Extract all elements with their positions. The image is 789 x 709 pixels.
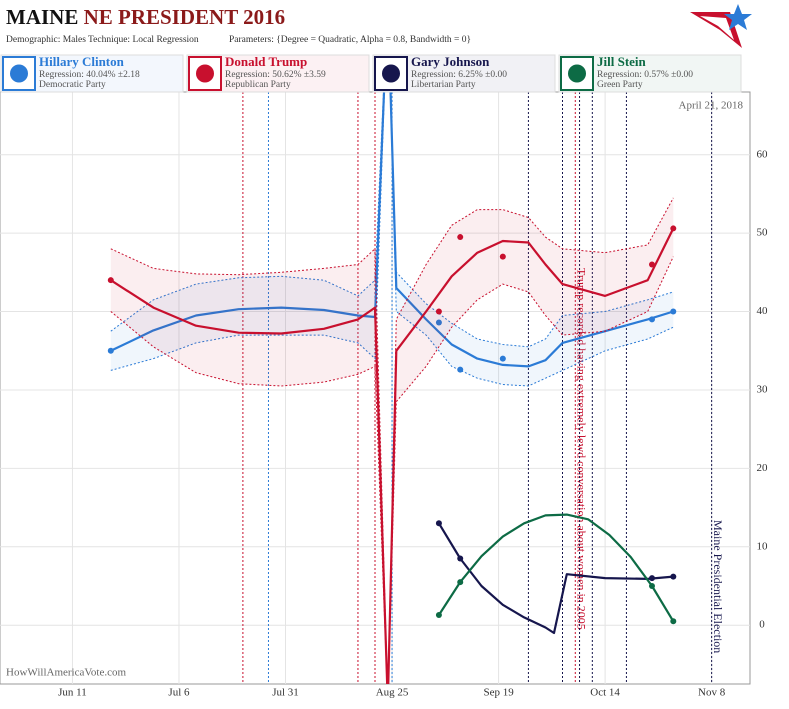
legend-icon xyxy=(2,56,36,91)
x-tick-label: Jun 11 xyxy=(58,687,87,699)
plot-area: Trump recorded having extremely lewd con… xyxy=(107,92,725,684)
y-tick-label: 30 xyxy=(757,383,769,395)
title-state: MAINE xyxy=(6,5,78,29)
legend-name: Donald Trump xyxy=(225,54,307,69)
poll-point xyxy=(457,234,464,241)
regression-line xyxy=(437,513,675,622)
confidence-band xyxy=(110,92,674,386)
regression-line xyxy=(437,522,674,635)
legend-summary: Regression: 6.25% ±0.00 xyxy=(411,70,507,80)
poll-point xyxy=(648,575,655,582)
y-tick-label: 60 xyxy=(757,148,769,160)
legend-summary: Regression: 40.04% ±2.18 xyxy=(39,70,140,80)
poll-point xyxy=(457,579,464,586)
band-lower xyxy=(110,92,674,387)
x-tick-label: Jul 31 xyxy=(272,687,299,699)
x-tick-label: Sep 19 xyxy=(483,687,514,699)
y-tick-label: 50 xyxy=(757,227,769,239)
y-tick-label: 40 xyxy=(757,305,769,317)
legend-summary: Regression: 0.57% ±0.00 xyxy=(597,70,693,80)
poll-point xyxy=(435,520,442,527)
poll-point xyxy=(499,253,506,260)
y-tick-label: 20 xyxy=(757,462,769,474)
legend-icon-mark xyxy=(568,64,586,83)
poll-point xyxy=(670,308,677,315)
event-label: Trump recorded having extremely lewd con… xyxy=(575,268,589,630)
legend-name: Gary Johnson xyxy=(411,54,490,69)
date-note: April 21, 2018 xyxy=(679,100,744,112)
subtitle-1: Demographic: Males xyxy=(6,35,86,45)
band-lower xyxy=(110,256,674,684)
poll-point xyxy=(457,366,464,373)
poll-point xyxy=(107,277,114,284)
y-tick-label: 0 xyxy=(759,619,765,631)
event-label: Maine Presidential Election xyxy=(711,520,725,653)
legend-icon-mark xyxy=(382,64,400,83)
x-tick-label: Jul 6 xyxy=(168,687,190,699)
poll-point xyxy=(435,611,442,618)
subtitle-2: Technique: Local Regression xyxy=(88,35,199,45)
confidence-band xyxy=(110,197,674,684)
title-main: NE PRESIDENT 2016 xyxy=(84,5,286,29)
title: MAINE NE PRESIDENT 2016 xyxy=(6,5,285,29)
legend-icon-mark xyxy=(10,64,28,83)
logo xyxy=(690,4,752,48)
band-upper xyxy=(110,197,674,684)
regression-line xyxy=(110,92,674,368)
poll-point xyxy=(670,573,677,580)
legend-party: Green Party xyxy=(597,80,643,90)
legend-party: Libertarian Party xyxy=(411,80,476,90)
legend-summary: Regression: 50.62% ±3.59 xyxy=(225,70,326,80)
poll-point xyxy=(670,225,677,232)
legend-icon-mark xyxy=(196,64,214,83)
subtitle-3: Parameters: {Degree = Quadratic, Alpha =… xyxy=(229,35,471,45)
poll-point xyxy=(648,316,655,323)
legend-icon xyxy=(374,56,408,91)
poll-point xyxy=(435,319,442,326)
poll-point xyxy=(648,261,655,268)
legend-name: Hillary Clinton xyxy=(39,54,125,69)
x-tick-label: Nov 8 xyxy=(698,687,726,699)
poll-point xyxy=(648,582,655,589)
band-upper xyxy=(110,92,674,348)
legend-party: Republican Party xyxy=(225,80,291,90)
x-tick-label: Oct 14 xyxy=(590,687,620,699)
poll-point xyxy=(499,355,506,362)
poll-point xyxy=(107,347,114,354)
y-tick-label: 10 xyxy=(757,540,769,552)
legend-party: Democratic Party xyxy=(39,80,106,90)
poll-point xyxy=(670,618,677,625)
legend-name: Jill Stein xyxy=(597,54,647,69)
regression-line xyxy=(110,227,675,684)
x-tick-label: Aug 25 xyxy=(376,687,409,699)
poll-point xyxy=(457,555,464,562)
poll-point xyxy=(435,308,442,315)
source: HowWillAmericaVote.com xyxy=(6,667,126,679)
